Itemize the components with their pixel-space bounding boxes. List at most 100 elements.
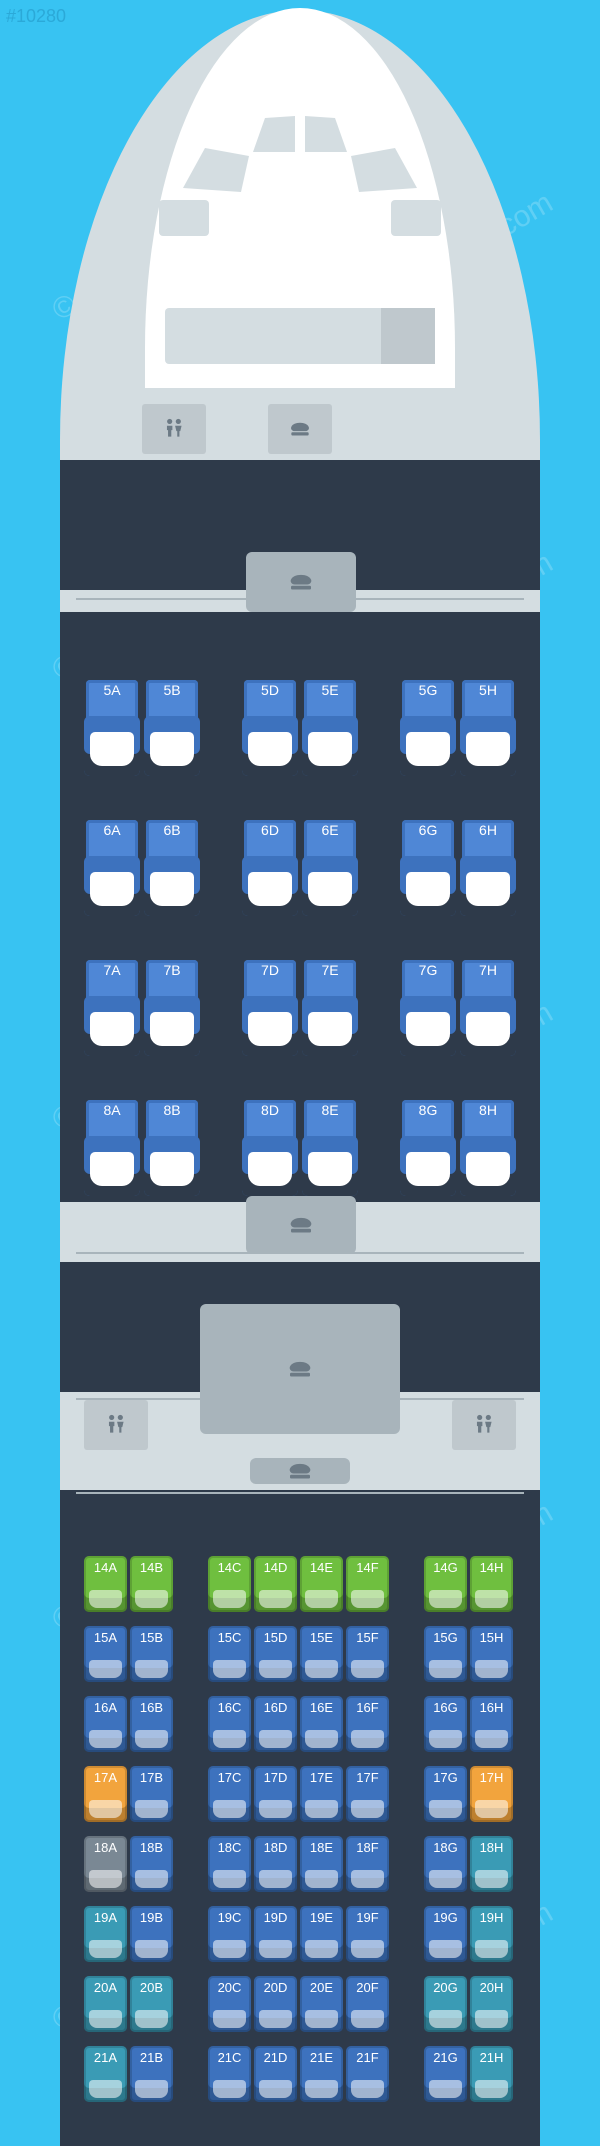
seat-5g[interactable]: 5G	[400, 680, 456, 776]
seat-21f[interactable]: 21F	[346, 2046, 389, 2102]
seat-6a[interactable]: 6A	[84, 820, 140, 916]
seat-5h[interactable]: 5H	[460, 680, 516, 776]
seat-20c[interactable]: 20C	[208, 1976, 251, 2032]
seat-21a[interactable]: 21A	[84, 2046, 127, 2102]
seat-21e[interactable]: 21E	[300, 2046, 343, 2102]
seat-17e[interactable]: 17E	[300, 1766, 343, 1822]
seat-16c[interactable]: 16C	[208, 1696, 251, 1752]
lavatory-icon	[452, 1400, 516, 1450]
seat-14b[interactable]: 14B	[130, 1556, 173, 1612]
seat-20f[interactable]: 20F	[346, 1976, 389, 2032]
economy-row: 21A21B 21C21D21E21F 21G21H	[60, 2046, 540, 2110]
seat-19f[interactable]: 19F	[346, 1906, 389, 1962]
seat-19h[interactable]: 19H	[470, 1906, 513, 1962]
seat-19a[interactable]: 19A	[84, 1906, 127, 1962]
seat-21b[interactable]: 21B	[130, 2046, 173, 2102]
seat-5b[interactable]: 5B	[144, 680, 200, 776]
seat-15c[interactable]: 15C	[208, 1626, 251, 1682]
seat-15e[interactable]: 15E	[300, 1626, 343, 1682]
seat-18c[interactable]: 18C	[208, 1836, 251, 1892]
seat-15f[interactable]: 15F	[346, 1626, 389, 1682]
seat-14g[interactable]: 14G	[424, 1556, 467, 1612]
seat-21h[interactable]: 21H	[470, 2046, 513, 2102]
seat-14c[interactable]: 14C	[208, 1556, 251, 1612]
seat-17b[interactable]: 17B	[130, 1766, 173, 1822]
seat-15a[interactable]: 15A	[84, 1626, 127, 1682]
seat-19d[interactable]: 19D	[254, 1906, 297, 1962]
seat-16d[interactable]: 16D	[254, 1696, 297, 1752]
seat-18g[interactable]: 18G	[424, 1836, 467, 1892]
seat-20g[interactable]: 20G	[424, 1976, 467, 2032]
seat-21d[interactable]: 21D	[254, 2046, 297, 2102]
seat-17a[interactable]: 17A	[84, 1766, 127, 1822]
seat-16h[interactable]: 16H	[470, 1696, 513, 1752]
business-row: 7A7B 7D7E 7G7H	[60, 960, 540, 1080]
seat-16a[interactable]: 16A	[84, 1696, 127, 1752]
divider-line	[76, 1492, 524, 1494]
cockpit-door	[165, 308, 435, 364]
seat-7d[interactable]: 7D	[242, 960, 298, 1056]
seat-21c[interactable]: 21C	[208, 2046, 251, 2102]
seat-19g[interactable]: 19G	[424, 1906, 467, 1962]
seat-6b[interactable]: 6B	[144, 820, 200, 916]
seat-7g[interactable]: 7G	[400, 960, 456, 1056]
seat-8b[interactable]: 8B	[144, 1100, 200, 1196]
seat-19c[interactable]: 19C	[208, 1906, 251, 1962]
seat-8g[interactable]: 8G	[400, 1100, 456, 1196]
business-row: 5A5B 5D5E 5G5H	[60, 680, 540, 800]
seat-5d[interactable]: 5D	[242, 680, 298, 776]
seat-8h[interactable]: 8H	[460, 1100, 516, 1196]
seat-17d[interactable]: 17D	[254, 1766, 297, 1822]
economy-row: 16A16B 16C16D16E16F 16G16H	[60, 1696, 540, 1760]
seat-14f[interactable]: 14F	[346, 1556, 389, 1612]
seat-16f[interactable]: 16F	[346, 1696, 389, 1752]
seat-17h[interactable]: 17H	[470, 1766, 513, 1822]
seat-7a[interactable]: 7A	[84, 960, 140, 1056]
seat-20d[interactable]: 20D	[254, 1976, 297, 2032]
seat-7e[interactable]: 7E	[302, 960, 358, 1056]
seat-17c[interactable]: 17C	[208, 1766, 251, 1822]
image-id: #10280	[6, 6, 66, 27]
seat-16g[interactable]: 16G	[424, 1696, 467, 1752]
seat-20b[interactable]: 20B	[130, 1976, 173, 2032]
seat-7h[interactable]: 7H	[460, 960, 516, 1056]
seat-19b[interactable]: 19B	[130, 1906, 173, 1962]
seat-17f[interactable]: 17F	[346, 1766, 389, 1822]
business-row: 8A8B 8D8E 8G8H	[60, 1100, 540, 1220]
seat-14a[interactable]: 14A	[84, 1556, 127, 1612]
seat-8e[interactable]: 8E	[302, 1100, 358, 1196]
seat-6h[interactable]: 6H	[460, 820, 516, 916]
seat-map: #10280 © seatmaps.com © seatmaps.com © s…	[0, 0, 600, 2146]
seat-20e[interactable]: 20E	[300, 1976, 343, 2032]
seat-8a[interactable]: 8A	[84, 1100, 140, 1196]
seat-16b[interactable]: 16B	[130, 1696, 173, 1752]
seat-16e[interactable]: 16E	[300, 1696, 343, 1752]
seat-15d[interactable]: 15D	[254, 1626, 297, 1682]
seat-18a[interactable]: 18A	[84, 1836, 127, 1892]
economy-row: 17A17B 17C17D17E17F 17G17H	[60, 1766, 540, 1830]
seat-17g[interactable]: 17G	[424, 1766, 467, 1822]
seat-15h[interactable]: 15H	[470, 1626, 513, 1682]
seat-14e[interactable]: 14E	[300, 1556, 343, 1612]
seat-8d[interactable]: 8D	[242, 1100, 298, 1196]
seat-21g[interactable]: 21G	[424, 2046, 467, 2102]
seat-18e[interactable]: 18E	[300, 1836, 343, 1892]
seat-5a[interactable]: 5A	[84, 680, 140, 776]
seat-7b[interactable]: 7B	[144, 960, 200, 1056]
seat-15g[interactable]: 15G	[424, 1626, 467, 1682]
seat-14h[interactable]: 14H	[470, 1556, 513, 1612]
seat-20a[interactable]: 20A	[84, 1976, 127, 2032]
seat-15b[interactable]: 15B	[130, 1626, 173, 1682]
seat-18h[interactable]: 18H	[470, 1836, 513, 1892]
seat-18d[interactable]: 18D	[254, 1836, 297, 1892]
seat-5e[interactable]: 5E	[302, 680, 358, 776]
seat-6g[interactable]: 6G	[400, 820, 456, 916]
seat-18b[interactable]: 18B	[130, 1836, 173, 1892]
seat-6e[interactable]: 6E	[302, 820, 358, 916]
seat-20h[interactable]: 20H	[470, 1976, 513, 2032]
seat-18f[interactable]: 18F	[346, 1836, 389, 1892]
seat-6d[interactable]: 6D	[242, 820, 298, 916]
seat-14d[interactable]: 14D	[254, 1556, 297, 1612]
seat-19e[interactable]: 19E	[300, 1906, 343, 1962]
galley-icon	[200, 1304, 400, 1434]
